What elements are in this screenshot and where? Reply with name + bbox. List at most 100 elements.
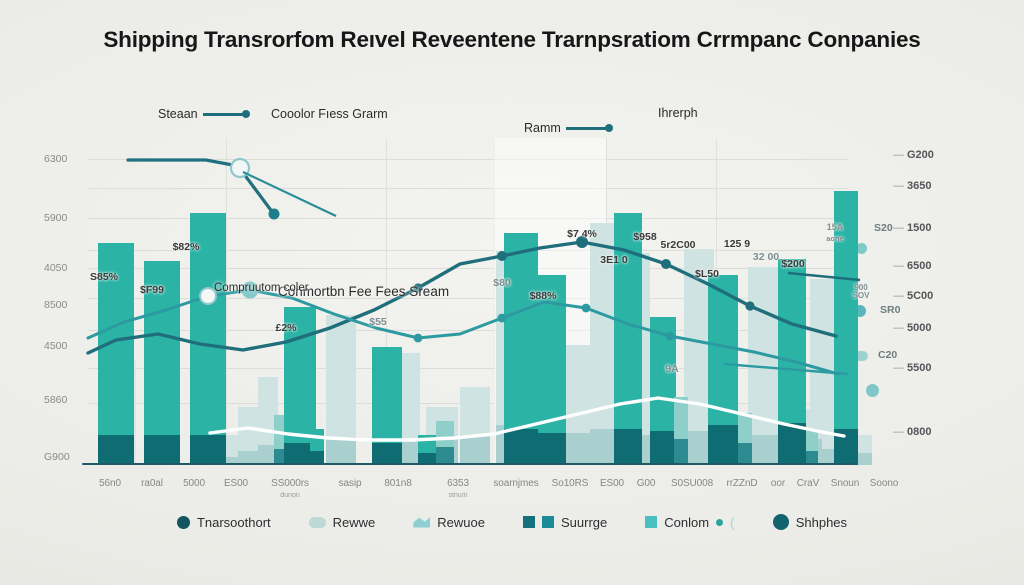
- dot-icon-big: [772, 514, 789, 530]
- bar-ghost: [238, 407, 260, 465]
- data-label: SOV: [852, 291, 870, 300]
- bar: [834, 191, 858, 465]
- data-label: $958: [633, 231, 657, 243]
- x-axis-tick: 6353: [447, 478, 469, 489]
- bar-ghost: [258, 377, 278, 465]
- x-axis-subtick: durion: [280, 492, 300, 499]
- y-axis-right-tick-6: —5500: [893, 362, 932, 374]
- data-label: $55: [369, 316, 387, 328]
- legend-item-tnarsoothort[interactable]: Tnarsoothort: [176, 514, 271, 530]
- x-axis-tick: CraV: [796, 478, 820, 489]
- gridline: [88, 298, 848, 299]
- y-axis-left-tick-4: 4500: [44, 340, 68, 352]
- right-marker-dot-3: [866, 384, 879, 397]
- top-legend-label-ramm: Ramm: [524, 121, 561, 135]
- legend-item-conlom[interactable]: Conlom (: [645, 514, 735, 530]
- bar-small: [436, 421, 454, 465]
- x-axis-tick: So10RS: [551, 478, 589, 489]
- bar: [650, 317, 676, 465]
- y-axis-right-label-6: 5500: [907, 362, 932, 374]
- line-marker: [665, 331, 675, 341]
- legend-item-shhphes[interactable]: Shhphes: [772, 514, 847, 530]
- y-axis-left-tick-3: 8500: [44, 299, 68, 311]
- data-label: aone: [826, 234, 844, 243]
- right-marker-dot-1: [856, 243, 867, 254]
- x-axis-subtick: stnum: [448, 492, 468, 499]
- y-axis-left-tick-5: 5860: [44, 394, 68, 406]
- line-series-shhphes: [208, 396, 846, 442]
- y-axis-right-label-7: 0800: [907, 426, 932, 438]
- legend-label-conlom: Conlom: [664, 514, 710, 530]
- line-marker: [199, 287, 217, 305]
- top-legend-label-ihrerph: Ihrerph: [658, 106, 698, 120]
- top-legend-item-ihrerph[interactable]: Ihrerph: [658, 106, 698, 120]
- gridline: [88, 188, 848, 189]
- paren-glyph: (: [730, 514, 735, 530]
- y-axis-right-label-0: G200: [907, 149, 934, 161]
- gridline: [88, 368, 848, 369]
- gridline: [88, 268, 848, 269]
- data-label: 3E1 0: [600, 254, 628, 266]
- data-label: $80: [493, 277, 511, 289]
- wave-icon: [413, 517, 431, 528]
- data-label: £2%: [275, 322, 297, 334]
- legend-label-suurrge: Suurrge: [560, 514, 608, 530]
- x-axis-tick: S0SU008: [670, 478, 714, 489]
- y-axis-left-tick-6: G900: [44, 451, 70, 463]
- line-marker: [413, 283, 423, 293]
- bar: [708, 275, 738, 465]
- annotation-compruutom: Compruutom coler: [214, 282, 309, 294]
- vertical-gridline: [386, 138, 387, 465]
- y-axis-right-label-5: 5000: [907, 322, 932, 334]
- line-marker: [268, 208, 280, 220]
- dot-icon: [176, 515, 190, 529]
- top-legend-item-ramm[interactable]: Ramm: [524, 121, 614, 135]
- y-axis-right-tick-7: —0800: [893, 426, 932, 438]
- annotation-conmortbn: Conmortbn Fee Fees Sream: [278, 284, 450, 299]
- x-axis-tick: SS000rs: [271, 478, 309, 489]
- line-tail-2: [723, 362, 849, 376]
- x-axis-tick: ra0al: [141, 478, 163, 489]
- bar: [504, 233, 538, 465]
- line-series-rewuoe: [86, 288, 840, 376]
- legend-item-suurrge[interactable]: Suurrge: [522, 514, 608, 530]
- data-label: S85%: [89, 271, 119, 283]
- y-axis-right-tick-2: —1500: [893, 222, 932, 234]
- line-marker: [497, 251, 507, 261]
- line-marker: [241, 281, 259, 299]
- dot-icon-small: [716, 518, 724, 526]
- y-axis-right-tick-0: — G200: [893, 149, 934, 161]
- data-label: $7 4%: [567, 228, 597, 240]
- y-axis-right-tick-1: —3650: [893, 180, 932, 192]
- y-axis-right-label-2: 1500: [907, 222, 932, 234]
- y-axis-left-tick-1: 5900: [44, 212, 68, 224]
- legend-label-tnarsoothort: Tnarsoothort: [196, 514, 271, 530]
- top-legend-item-steaan[interactable]: Steaan: [158, 107, 251, 121]
- legend-item-rewuoe[interactable]: Rewuoe: [413, 515, 485, 530]
- bar-small: [674, 397, 688, 465]
- x-axis-tick: 801n8: [384, 478, 412, 489]
- y-axis-right-inner-1: SR0: [880, 304, 901, 316]
- legend-item-rewwe[interactable]: Rewwe: [308, 515, 375, 530]
- x-axis-tick: sasip: [338, 478, 362, 489]
- line-marker: [413, 333, 423, 343]
- top-legend-label-cooolor: Cooolor Fıess Grarm: [271, 107, 388, 121]
- y-axis-right-tick-3: —6500: [893, 260, 932, 272]
- top-legend-item-cooolor[interactable]: Cooolor Fıess Grarm: [271, 107, 388, 121]
- data-label: 125 9: [723, 238, 751, 250]
- line-tail: [787, 271, 861, 282]
- bar: [418, 435, 436, 465]
- line-marker: [581, 303, 591, 313]
- bar-small: [858, 435, 872, 465]
- line-marker: [576, 236, 588, 248]
- bar-small: [806, 429, 818, 465]
- y-axis-right-label-4: 5C00: [907, 290, 934, 302]
- vertical-gridline: [494, 138, 495, 465]
- x-axis-line: [82, 462, 854, 465]
- bar: [538, 275, 566, 465]
- x-axis-tick: Soono: [869, 478, 899, 489]
- y-axis-right-label-1: 3650: [907, 180, 932, 192]
- x-axis-tick: ES00: [223, 478, 249, 489]
- gridline: [88, 250, 848, 251]
